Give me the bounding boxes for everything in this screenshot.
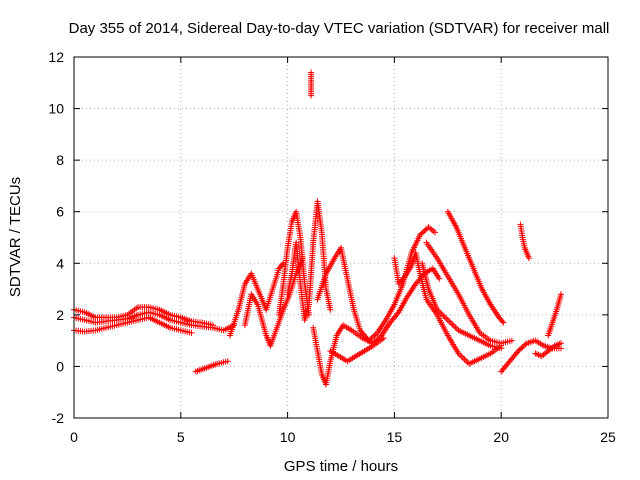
- data-point: [440, 312, 447, 319]
- data-point: [518, 345, 525, 352]
- y-tick-label: 4: [56, 255, 64, 271]
- data-point: [438, 311, 445, 318]
- data-point: [500, 319, 507, 326]
- plot-frame: [73, 56, 609, 419]
- series-arc-n: [419, 260, 505, 352]
- data-point: [514, 349, 521, 356]
- y-tick-label: 2: [56, 307, 64, 323]
- data-point: [520, 342, 527, 349]
- y-tick-label: 8: [56, 152, 64, 168]
- y-tick-label: 10: [48, 101, 64, 117]
- series-arc-b: [71, 304, 216, 329]
- data-point: [499, 318, 506, 325]
- x-axis-label: GPS time / hours: [284, 458, 398, 475]
- data-point: [327, 306, 334, 313]
- data-point: [370, 333, 377, 340]
- data-point: [558, 345, 565, 352]
- series-arc-h: [284, 198, 334, 324]
- y-tick-label: -2: [52, 410, 65, 426]
- x-tick-label: 25: [600, 429, 616, 445]
- data-point: [371, 332, 378, 339]
- grid: [74, 57, 608, 418]
- y-axis-label: SDTVAR / TECUs: [7, 177, 24, 297]
- data-point: [515, 347, 522, 354]
- data-point: [419, 229, 426, 236]
- data-point: [446, 318, 453, 325]
- axis-ticks: 0 5 10 15 20 25 -2 0 2 4 6 8 10 12: [48, 49, 616, 445]
- data-point: [461, 356, 468, 363]
- data-point: [422, 226, 429, 233]
- series-arc-j: [310, 265, 443, 388]
- data-point: [431, 229, 438, 236]
- data-point: [558, 340, 565, 347]
- data-point: [367, 336, 374, 343]
- data-point: [458, 353, 465, 360]
- series-arc-d: [192, 358, 231, 375]
- series-arc-l: [327, 335, 387, 365]
- series-arc-f: [241, 255, 306, 349]
- data-point: [308, 92, 315, 99]
- series-arc-t: [545, 291, 565, 339]
- data-point: [452, 324, 459, 331]
- data-point: [444, 317, 451, 324]
- data-point: [443, 315, 450, 322]
- series-arc-i: [308, 69, 315, 99]
- x-tick-label: 5: [177, 429, 185, 445]
- data-point: [418, 230, 425, 237]
- y-tick-label: 6: [56, 204, 64, 220]
- data-point: [447, 319, 454, 326]
- data-point: [436, 275, 443, 282]
- data-point: [516, 346, 523, 353]
- x-tick-label: 20: [493, 429, 509, 445]
- series-arc-p: [444, 208, 507, 326]
- x-tick-label: 10: [280, 429, 296, 445]
- data-point: [365, 337, 372, 344]
- series-arc-m: [391, 249, 505, 367]
- data-point: [421, 228, 428, 235]
- y-tick-label: 0: [56, 358, 64, 374]
- data-point: [498, 345, 505, 352]
- data-point: [449, 321, 456, 328]
- data-point: [460, 354, 467, 361]
- x-tick-label: 15: [387, 429, 403, 445]
- data-point: [417, 231, 424, 238]
- data-point: [522, 341, 529, 348]
- series-arc-k: [314, 224, 438, 344]
- series-arc-s: [532, 340, 565, 360]
- data-point: [450, 322, 457, 329]
- data-point: [508, 337, 515, 344]
- data-point: [188, 329, 195, 336]
- chart-title: Day 355 of 2014, Sidereal Day-to-day VTE…: [69, 20, 610, 37]
- data-point: [368, 335, 375, 342]
- series-arc-r: [517, 221, 532, 262]
- data-point: [525, 255, 532, 262]
- series-arc-e: [226, 260, 287, 339]
- series-arc-c: [71, 314, 195, 336]
- data-point: [209, 322, 216, 329]
- data-point: [519, 344, 526, 351]
- data-point: [380, 335, 387, 342]
- x-tick-label: 0: [70, 429, 78, 445]
- data-points: [71, 69, 565, 388]
- data-point: [224, 358, 231, 365]
- y-tick-label: 12: [48, 49, 64, 65]
- series-arc-o: [423, 239, 515, 347]
- data-point: [558, 291, 565, 298]
- data-point: [394, 310, 401, 317]
